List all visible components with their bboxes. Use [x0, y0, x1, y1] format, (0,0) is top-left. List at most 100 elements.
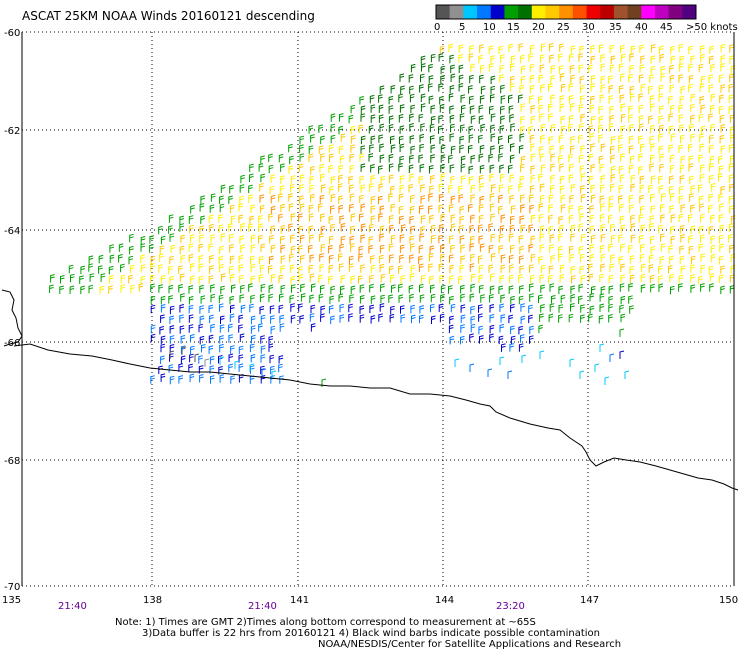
- wind-barb: [290, 183, 295, 193]
- lat-label-64: -64: [4, 226, 20, 237]
- wind-barb: [409, 123, 414, 132]
- wind-barb: [610, 136, 616, 145]
- wind-barb: [350, 135, 356, 144]
- wind-barb: [458, 185, 463, 194]
- wind-barb: [298, 225, 304, 235]
- wind-barb: [508, 105, 514, 114]
- wind-barb: [399, 104, 405, 113]
- wind-barb: [588, 153, 594, 162]
- wind-barb: [548, 136, 554, 145]
- wind-barb: [339, 215, 345, 224]
- wind-barb: [319, 163, 325, 173]
- wind-barb: [638, 153, 643, 162]
- wind-barb: [479, 74, 484, 84]
- legend-swatch: [436, 5, 451, 19]
- wind-barb: [580, 233, 586, 243]
- wind-barb: [430, 144, 436, 153]
- wind-barb: [570, 224, 576, 233]
- wind-barb: [618, 195, 623, 204]
- wind-barb: [538, 104, 544, 114]
- wind-barb: [730, 264, 736, 274]
- wind-barb: [160, 343, 166, 353]
- wind-barb: [538, 173, 543, 182]
- wind-barb: [140, 275, 146, 285]
- wind-barb: [600, 84, 606, 93]
- wind-barb: [449, 105, 454, 114]
- wind-barb: [350, 225, 355, 235]
- wind-barb: [659, 124, 664, 134]
- wind-barb: [620, 125, 626, 134]
- wind-barb: [238, 203, 244, 212]
- wind-barb: [379, 225, 385, 234]
- wind-barb: [329, 144, 334, 153]
- wind-barb: [559, 264, 565, 273]
- wind-barb: [338, 174, 343, 184]
- wind-barb: [270, 365, 275, 375]
- wind-barb: [570, 45, 576, 54]
- wind-barb: [219, 263, 224, 273]
- wind-barb: [349, 255, 354, 265]
- wind-barb: [507, 370, 513, 379]
- wind-barb: [630, 223, 636, 232]
- wind-barb: [550, 94, 555, 103]
- wind-barb: [580, 253, 585, 263]
- wind-barb: [589, 205, 594, 214]
- wind-barb: [688, 245, 694, 255]
- wind-barb: [679, 225, 685, 234]
- wind-barb: [609, 105, 615, 115]
- wind-barb: [630, 183, 636, 192]
- wind-barb: [439, 96, 444, 105]
- wind-barb: [478, 104, 484, 114]
- wind-barb: [420, 184, 425, 193]
- wind-barb: [708, 84, 714, 93]
- wind-barb: [669, 84, 675, 93]
- wind-barb: [518, 235, 524, 244]
- wind-barb: [168, 265, 173, 275]
- wind-barb: [720, 43, 726, 53]
- wind-barb: [150, 255, 156, 265]
- wind-barb: [669, 164, 675, 174]
- wind-barb: [469, 224, 475, 234]
- wind-barb: [709, 144, 714, 154]
- wind-barb: [420, 93, 426, 102]
- wind-barb: [698, 154, 704, 163]
- wind-barb: [530, 235, 536, 244]
- longitude-labels: 135 138 141 144 147 150: [2, 595, 738, 606]
- wind-barb: [99, 285, 105, 295]
- wind-barb: [234, 360, 240, 369]
- wind-barb: [439, 274, 445, 284]
- wind-barb: [179, 215, 185, 225]
- wind-barb: [318, 203, 323, 212]
- wind-barb: [678, 274, 684, 284]
- wind-barb: [280, 244, 286, 254]
- wind-barb: [180, 293, 185, 302]
- wind-barb: [498, 335, 504, 345]
- wind-barb: [491, 184, 496, 193]
- wind-barb: [670, 225, 675, 235]
- wind-barb: [179, 245, 185, 255]
- wind-barb: [568, 153, 573, 163]
- wind-barb: [489, 314, 495, 323]
- wind-barb: [218, 366, 223, 375]
- wind-barb: [238, 314, 244, 324]
- wind-barb: [488, 153, 494, 163]
- wind-barb: [450, 175, 455, 185]
- wind-barb: [541, 43, 546, 52]
- wind-barb: [661, 193, 666, 202]
- legend-swatch: [463, 5, 478, 19]
- wind-barb: [679, 185, 684, 195]
- wind-barb: [239, 195, 244, 205]
- wind-barb: [410, 104, 416, 114]
- wind-barb: [298, 266, 303, 275]
- wind-barb: [329, 235, 334, 245]
- wind-barb: [610, 174, 616, 183]
- wind-barb: [479, 95, 485, 104]
- wind-barb: [510, 335, 516, 345]
- wind-barb: [440, 75, 445, 84]
- wind-barb: [578, 205, 584, 214]
- wind-barb: [520, 163, 525, 173]
- wind-barb: [580, 84, 585, 94]
- wind-barb: [520, 65, 526, 74]
- wind-barb: [240, 304, 246, 314]
- wind-barb: [549, 283, 555, 292]
